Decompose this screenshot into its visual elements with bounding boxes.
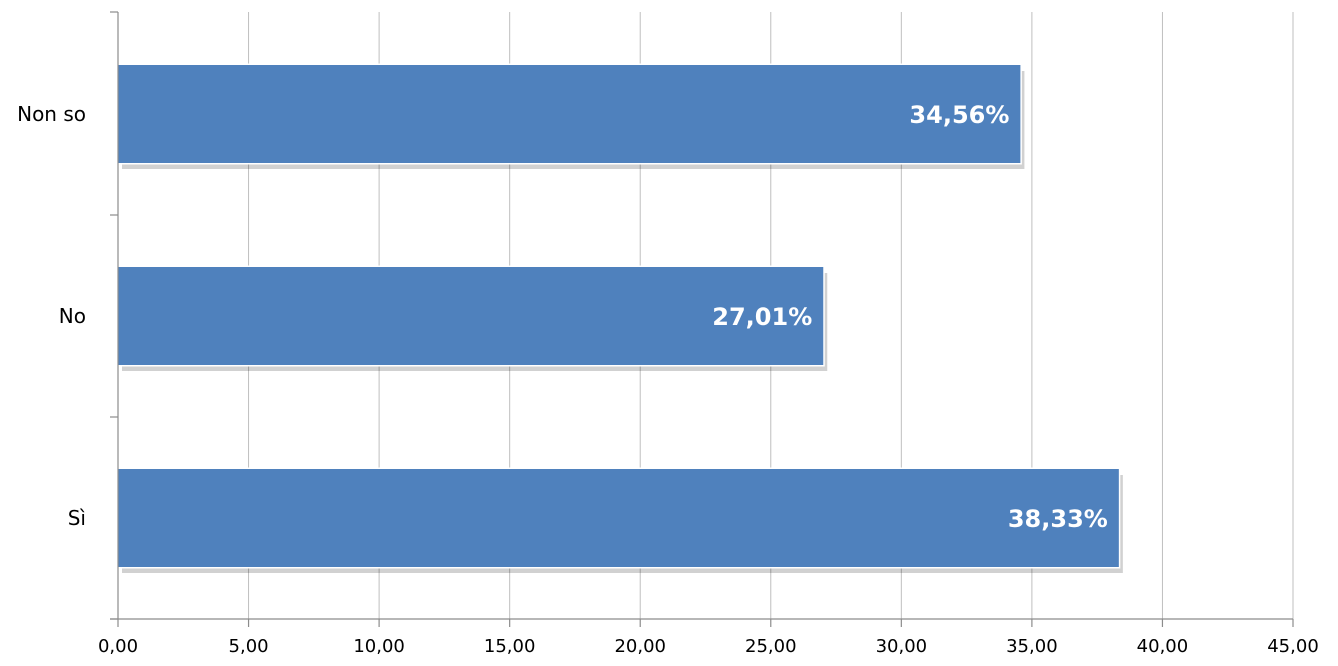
category-label: Non so	[17, 102, 86, 126]
data-labels: 34,56% 27,01% 38,33%	[712, 101, 1108, 533]
axes	[110, 11, 1294, 627]
x-tick-label: 40,00	[1137, 636, 1189, 657]
data-label: 27,01%	[712, 303, 812, 331]
x-tick-label: 0,00	[98, 636, 138, 657]
x-axis-tick-labels: 0,00 5,00 10,00 15,00 20,00 25,00 30,00 35,00 40…	[98, 636, 1319, 657]
bars	[118, 63, 1123, 573]
data-label: 38,33%	[1008, 505, 1108, 533]
bar	[118, 65, 1021, 163]
x-tick-label: 35,00	[1006, 636, 1058, 657]
x-tick-label: 5,00	[229, 636, 269, 657]
data-label: 34,56%	[909, 101, 1009, 129]
category-label: No	[59, 304, 86, 328]
x-tick-label: 30,00	[876, 636, 928, 657]
category-labels: Non so No Sì	[17, 102, 86, 530]
bar	[118, 469, 1119, 567]
bar	[118, 267, 824, 365]
x-tick-label: 15,00	[484, 636, 536, 657]
x-tick-label: 20,00	[614, 636, 666, 657]
category-label: Sì	[68, 506, 86, 530]
x-tick-label: 10,00	[353, 636, 405, 657]
x-tick-label: 25,00	[745, 636, 797, 657]
x-tick-label: 45,00	[1267, 636, 1319, 657]
